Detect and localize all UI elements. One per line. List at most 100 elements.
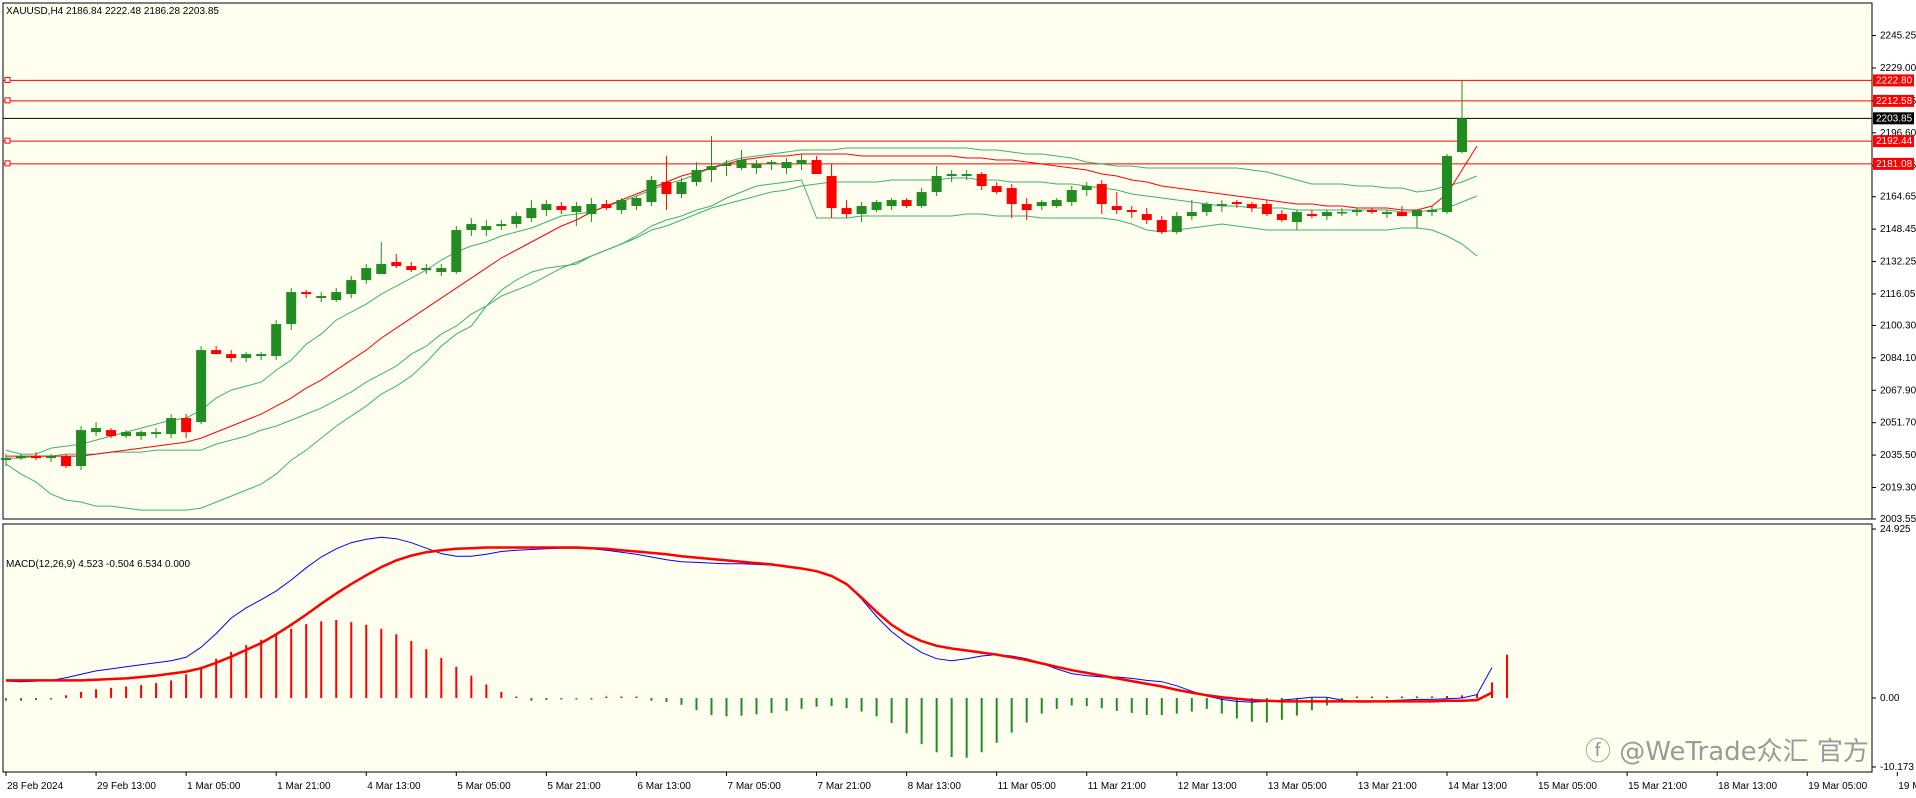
candle bbox=[466, 218, 477, 237]
candle bbox=[331, 288, 342, 303]
macd-tick-label: -10.173 bbox=[1880, 762, 1914, 773]
candle bbox=[1441, 154, 1452, 215]
candle bbox=[421, 264, 432, 275]
time-tick-label: 19 Mar 05:00 bbox=[1808, 781, 1867, 792]
time-tick-label: 5 Mar 05:00 bbox=[457, 781, 511, 792]
time-tick-label: 11 Mar 05:00 bbox=[998, 781, 1057, 792]
price-tick-label: 2003.55 bbox=[1880, 514, 1916, 525]
hline-price-label: 2181.08 bbox=[1876, 159, 1913, 170]
candle-body bbox=[556, 206, 567, 211]
candle bbox=[691, 162, 702, 187]
hline-price-tag bbox=[1873, 135, 1914, 148]
candle bbox=[661, 156, 672, 211]
candle bbox=[1426, 206, 1437, 217]
candle bbox=[1171, 212, 1182, 235]
candle bbox=[106, 428, 117, 439]
candle bbox=[601, 200, 612, 211]
candle bbox=[496, 220, 507, 231]
candle-body bbox=[286, 292, 297, 325]
candle-body bbox=[826, 176, 837, 209]
candle-body bbox=[136, 432, 147, 437]
candle bbox=[1111, 192, 1122, 215]
candle-body bbox=[316, 296, 327, 299]
candle-body bbox=[646, 180, 657, 203]
candle-body bbox=[331, 292, 342, 301]
candle bbox=[706, 136, 717, 183]
candle-body bbox=[436, 268, 447, 273]
bollinger-band-1 bbox=[6, 177, 1478, 459]
candle-body bbox=[241, 354, 252, 359]
candle-body bbox=[571, 206, 582, 213]
candle-body bbox=[526, 208, 537, 219]
time-tick-label: 7 Mar 05:00 bbox=[727, 781, 781, 792]
candle bbox=[1036, 200, 1047, 211]
candle-body bbox=[361, 268, 372, 281]
candle-body bbox=[1411, 210, 1422, 217]
price-tick-label: 2116.05 bbox=[1880, 289, 1916, 300]
candle bbox=[151, 428, 162, 439]
price-tick-label: 2100.30 bbox=[1880, 320, 1916, 331]
candle-body bbox=[121, 432, 132, 437]
candle-body bbox=[841, 208, 852, 215]
price-tick-label: 2245.25 bbox=[1880, 31, 1916, 42]
price-tick-label: 2164.65 bbox=[1880, 192, 1916, 203]
time-tick-label: 4 Mar 13:00 bbox=[367, 781, 421, 792]
candle bbox=[931, 166, 942, 197]
macd-pane[interactable] bbox=[2, 523, 1873, 773]
candle-body bbox=[1111, 206, 1122, 211]
candle-body bbox=[1321, 212, 1332, 217]
candle bbox=[841, 200, 852, 219]
candle-body bbox=[496, 224, 507, 227]
candle-body bbox=[16, 456, 27, 459]
candle bbox=[1201, 202, 1212, 217]
time-tick-label: 11 Mar 21:00 bbox=[1088, 781, 1147, 792]
candle-body bbox=[301, 292, 312, 295]
candle-body bbox=[151, 432, 162, 435]
hline-anchor bbox=[4, 160, 11, 167]
candle-body bbox=[91, 428, 102, 433]
candle-body bbox=[586, 204, 597, 215]
candle-body bbox=[1096, 184, 1107, 205]
candle bbox=[1066, 186, 1077, 207]
candle bbox=[1081, 182, 1092, 197]
candle bbox=[1396, 206, 1407, 217]
candle-body bbox=[76, 430, 87, 467]
price-pane[interactable] bbox=[1, 2, 1873, 520]
candle-body bbox=[466, 224, 477, 231]
candle bbox=[961, 170, 972, 181]
time-tick-label: 12 Mar 13:00 bbox=[1178, 781, 1237, 792]
candle-body bbox=[1276, 214, 1287, 221]
candle-body bbox=[931, 176, 942, 193]
candle bbox=[211, 346, 222, 355]
candle-body bbox=[736, 160, 747, 169]
candle-body bbox=[1186, 212, 1197, 217]
hline-price-tag bbox=[1873, 74, 1914, 87]
candle-body bbox=[1051, 200, 1062, 207]
candle bbox=[361, 264, 372, 285]
candle bbox=[511, 212, 522, 229]
candle-body bbox=[1126, 210, 1137, 213]
candle bbox=[751, 160, 762, 175]
candle-body bbox=[766, 162, 777, 165]
candle bbox=[1261, 200, 1272, 217]
candle-body bbox=[856, 206, 867, 215]
price-tick-label: 2196.60 bbox=[1880, 128, 1916, 139]
time-tick-label: 13 Mar 05:00 bbox=[1268, 781, 1327, 792]
time-tick-label: 8 Mar 13:00 bbox=[908, 781, 962, 792]
candle-body bbox=[811, 160, 822, 175]
candle bbox=[166, 414, 177, 439]
time-tick-label: 7 Mar 21:00 bbox=[818, 781, 872, 792]
candle bbox=[976, 172, 987, 191]
bollinger-band-2 bbox=[5, 179, 1478, 511]
candle-body bbox=[1246, 204, 1257, 209]
time-tick-label: 1 Mar 21:00 bbox=[277, 781, 331, 792]
candle-body bbox=[781, 162, 792, 169]
candle bbox=[1351, 208, 1362, 217]
time-tick-label: 13 Mar 21:00 bbox=[1358, 781, 1417, 792]
candle-body bbox=[631, 198, 642, 207]
candle bbox=[1246, 202, 1257, 213]
price-tick-label: 2035.50 bbox=[1880, 450, 1916, 461]
candle-body bbox=[1141, 214, 1152, 221]
hline-price-label: 2212.58 bbox=[1876, 96, 1913, 107]
